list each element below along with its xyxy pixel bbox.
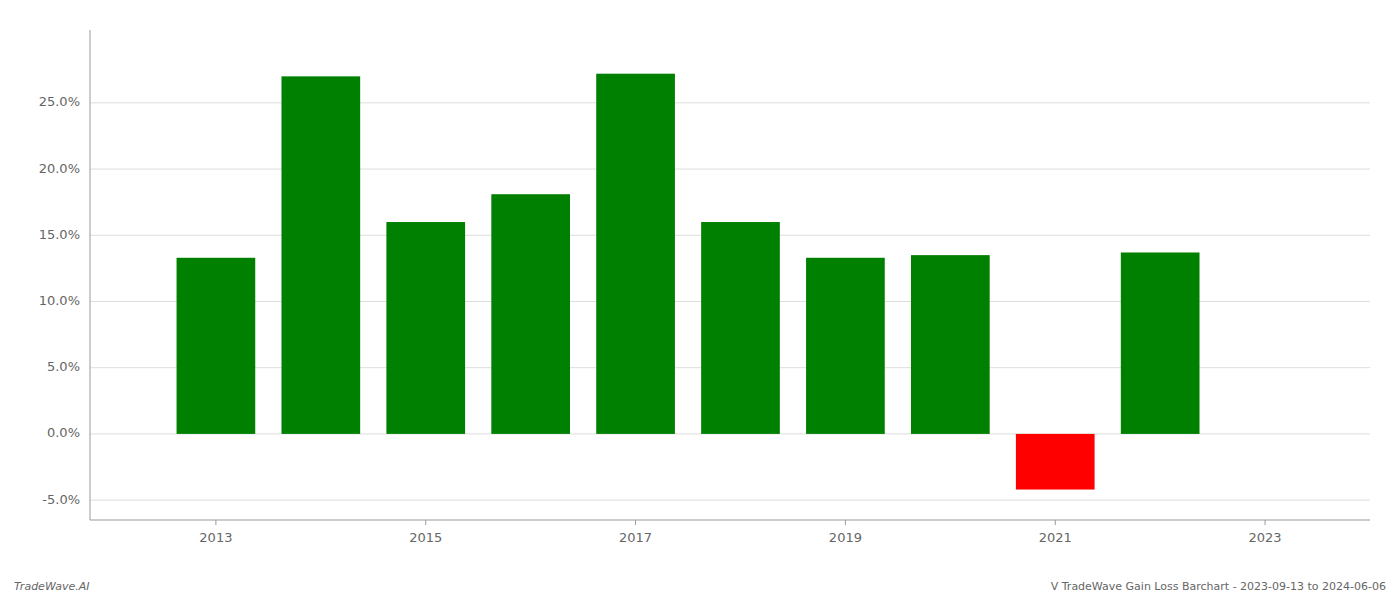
x-tick xyxy=(1055,520,1056,525)
x-tick xyxy=(845,520,846,525)
bar xyxy=(281,76,360,434)
x-tick-label: 2023 xyxy=(1249,530,1282,545)
y-tick-label: -5.0% xyxy=(42,492,80,507)
x-tick-label: 2019 xyxy=(829,530,862,545)
y-tick-label: 5.0% xyxy=(47,359,80,374)
footer-right: V TradeWave Gain Loss Barchart - 2023-09… xyxy=(1051,580,1386,593)
y-tick-label: 25.0% xyxy=(39,94,80,109)
x-tick xyxy=(635,520,636,525)
bar xyxy=(386,222,465,434)
bar xyxy=(1121,252,1200,433)
x-tick-label: 2017 xyxy=(619,530,652,545)
bars xyxy=(177,74,1200,490)
x-tick-label: 2013 xyxy=(199,530,232,545)
x-tick xyxy=(215,520,216,525)
x-axis-line xyxy=(90,520,1370,521)
x-tick-label: 2021 xyxy=(1039,530,1072,545)
y-tick-label: 15.0% xyxy=(39,227,80,242)
y-tick-label: 0.0% xyxy=(47,425,80,440)
bar xyxy=(701,222,780,434)
bar xyxy=(911,255,990,434)
x-tick-labels: 2013 2015 2017 2019 2021 2023 xyxy=(199,520,1281,545)
bar xyxy=(177,258,256,434)
bar xyxy=(806,258,885,434)
chart-container: -5.0%0.0%5.0%10.0%15.0%20.0%25.0%2013201… xyxy=(0,0,1400,600)
y-tick-label: 20.0% xyxy=(39,161,80,176)
y-tick-label: 10.0% xyxy=(39,293,80,308)
footer-left: TradeWave.AI xyxy=(14,580,89,593)
x-tick xyxy=(425,520,426,525)
y-tick-labels: -5.0% 0.0% 5.0% 10.0% 15.0% 20.0% 25.0% xyxy=(39,94,80,506)
bar xyxy=(491,194,570,434)
bar xyxy=(1016,434,1095,490)
chart-svg: -5.0%0.0%5.0%10.0%15.0%20.0%25.0%2013201… xyxy=(0,0,1400,600)
grid-line xyxy=(90,500,1370,501)
x-tick-label: 2015 xyxy=(409,530,442,545)
y-axis-line xyxy=(90,30,91,520)
x-tick xyxy=(1265,520,1266,525)
bar xyxy=(596,74,675,434)
